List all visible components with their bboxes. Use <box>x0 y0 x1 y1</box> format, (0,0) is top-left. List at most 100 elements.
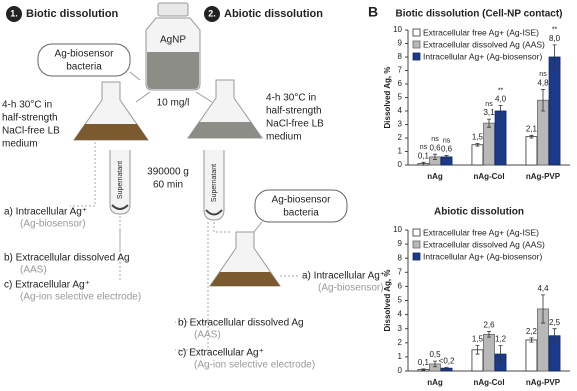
supernatant-label: Supernatant <box>117 161 124 199</box>
y-tick-label: 2 <box>398 338 403 347</box>
connector <box>70 142 96 207</box>
y-axis-title: Dissolved Ag, % <box>383 67 392 129</box>
y-tick-label: 7 <box>398 66 403 75</box>
error-bar <box>541 294 545 324</box>
incubation: half-strength <box>266 106 322 117</box>
step-badge <box>6 6 22 22</box>
value-label: 0,5 <box>429 350 441 359</box>
y-tick-label: 5 <box>398 296 403 305</box>
bacteria-label: bacteria <box>283 208 319 219</box>
significance-label: ns <box>539 71 547 78</box>
bacteria-label: Ag-biosensor <box>55 49 115 60</box>
flask-liquid <box>188 122 262 138</box>
y-tick-label: 2 <box>398 133 403 142</box>
value-label: 8,0 <box>549 34 561 43</box>
chart-title: Abiotic dissolution <box>434 207 524 218</box>
output-method: (Ag-biosensor) <box>318 283 384 294</box>
error-bar <box>498 345 503 363</box>
legend-swatch <box>412 228 421 237</box>
output-label: b) Extracellular dissolved Ag <box>178 318 304 329</box>
incubation: medium <box>2 139 38 150</box>
flask-liquid <box>74 124 148 140</box>
pellet <box>205 209 223 216</box>
output-label: c) Extracellular Ag⁺ <box>178 348 264 359</box>
incubation: medium <box>266 132 302 143</box>
concentration: 10 mg/l <box>157 98 190 109</box>
y-tick-label: 6 <box>398 282 403 291</box>
x-tick-label: nAg-Col <box>473 172 504 181</box>
legend-swatch <box>412 252 421 261</box>
y-tick-label: 0 <box>398 366 403 375</box>
output-label: a) Intracellular Ag⁺ <box>302 271 385 282</box>
centrifugation: 60 min <box>153 180 183 191</box>
value-label: 0,1 <box>418 358 430 367</box>
value-label: 0,1 <box>418 151 430 160</box>
value-label: 4,4 <box>537 284 549 293</box>
bar <box>471 144 484 166</box>
value-label: 2,6 <box>483 321 495 330</box>
error-bar <box>498 105 503 117</box>
value-label: 1,2 <box>495 335 507 344</box>
value-label: 1,5 <box>472 335 484 344</box>
legend-swatch <box>412 52 421 61</box>
significance-label: ns <box>431 136 439 143</box>
centrifugation: 390000 g <box>147 167 189 178</box>
x-tick-label: nAg-Col <box>473 378 504 387</box>
incubation: 4-h 30°C in <box>266 93 316 104</box>
error-bar <box>444 155 449 159</box>
y-tick-label: 4 <box>398 106 403 115</box>
incubation: NaCl-free LB <box>266 119 324 130</box>
step-badge <box>204 6 220 22</box>
y-tick-label: 8 <box>398 253 403 262</box>
value-label: 2,5 <box>549 318 561 327</box>
y-tick-label: 3 <box>398 120 403 129</box>
value-label: 3,1 <box>483 108 495 117</box>
bar <box>483 333 495 372</box>
output-method: (Ag-ion selective electrode) <box>20 292 141 303</box>
panel-label: B <box>368 4 378 20</box>
y-tick-label: 3 <box>398 324 403 333</box>
y-tick-label: 8 <box>398 52 403 61</box>
error-bar <box>529 134 534 139</box>
value-label: 4,8 <box>537 79 549 88</box>
error-bar <box>421 161 426 166</box>
bar <box>525 136 538 166</box>
legend-label: Extracellular dissolved Ag (AAS) <box>423 239 545 249</box>
legend-swatch <box>412 28 421 37</box>
supernatant-label: Supernatant <box>211 164 218 202</box>
error-bar <box>541 89 545 112</box>
error-bar <box>433 153 437 160</box>
bottle-cap <box>157 2 189 17</box>
bar <box>494 110 507 166</box>
bottle-label: AgNP <box>160 35 186 46</box>
bar <box>548 56 561 166</box>
value-label: 2,2 <box>526 327 538 336</box>
connector <box>175 222 209 351</box>
value-label: 0,6 <box>441 145 453 154</box>
y-tick-label: 7 <box>398 267 403 276</box>
value-label: 1,5 <box>472 133 484 142</box>
error-bar <box>475 345 480 355</box>
legend-label: Extracellular free Ag+ (Ag-ISE) <box>423 27 539 37</box>
step-number: 1. <box>10 8 18 18</box>
bar <box>483 122 495 166</box>
significance-label: ns <box>485 101 493 108</box>
y-tick-label: 9 <box>398 239 403 248</box>
bar <box>525 339 538 372</box>
output-label: c) Extracellular Ag⁺ <box>4 280 90 291</box>
bacteria-label: Ag-biosensor <box>272 195 332 206</box>
connector <box>213 222 232 233</box>
step-number: 2. <box>208 8 216 18</box>
y-tick-label: 4 <box>398 310 403 319</box>
chart-title: Biotic dissolution (Cell-NP contact) <box>395 9 562 20</box>
incubation: 4-h 30°C in <box>2 100 52 111</box>
y-tick-label: 1 <box>398 352 403 361</box>
value-label: 4,0 <box>495 95 507 104</box>
x-tick-label: nAg <box>427 172 443 181</box>
error-bar <box>475 143 480 147</box>
arrow <box>195 91 213 103</box>
value-label: <0,2 <box>439 357 455 366</box>
flask-liquid <box>210 272 280 286</box>
output-method: (AAS) <box>20 265 47 276</box>
